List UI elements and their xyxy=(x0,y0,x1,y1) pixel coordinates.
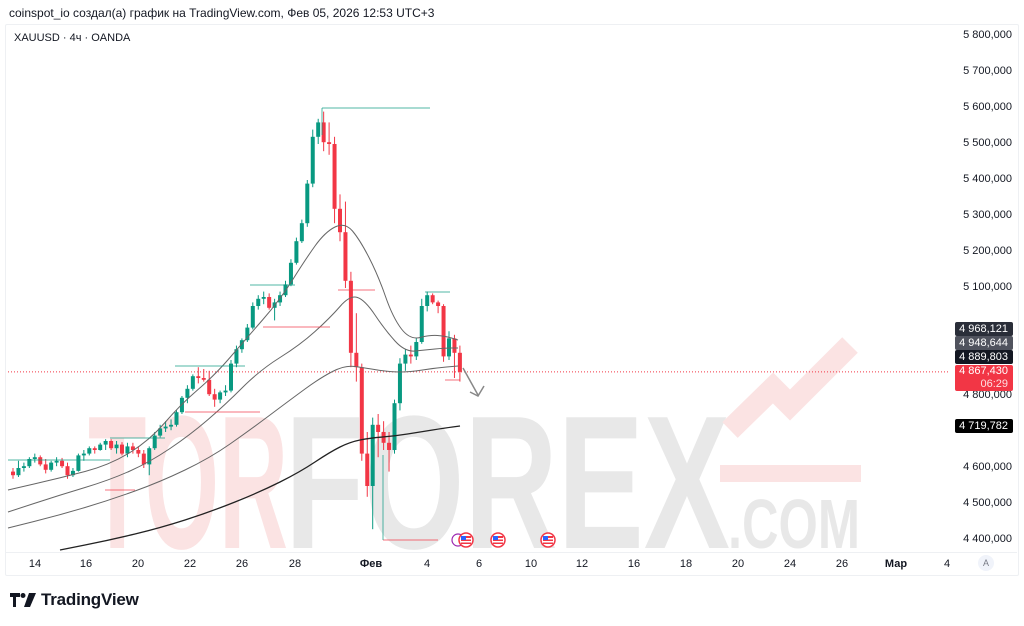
time-tick: 14 xyxy=(28,558,42,570)
price-tick: 4 800,000 xyxy=(963,389,1012,401)
time-tick: Мар xyxy=(884,558,908,570)
time-tick: 20 xyxy=(731,558,745,570)
svg-text:.COM: .COM xyxy=(728,485,860,563)
time-tick: 12 xyxy=(575,558,589,570)
projection-arrow[interactable] xyxy=(462,367,485,397)
price-tick: 4 600,000 xyxy=(963,461,1012,473)
time-tick: 18 xyxy=(679,558,693,570)
time-axis[interactable]: 14 16 20 22 26 28 Фев 4 6 10 12 16 18 20 24 26 Мар 4 xyxy=(5,552,1017,575)
time-tick: 20 xyxy=(131,558,145,570)
bar-countdown: 06:29 xyxy=(980,378,1008,390)
time-tick: 24 xyxy=(783,558,797,570)
time-tick: 22 xyxy=(183,558,197,570)
time-tick: 10 xyxy=(524,558,538,570)
tradingview-logo-icon xyxy=(10,593,36,607)
tradingview-logo[interactable]: TradingView xyxy=(10,590,139,610)
ma-slow xyxy=(7,365,459,529)
price-tick: 5 100,000 xyxy=(963,281,1012,293)
tradingview-brand: TradingView xyxy=(41,590,139,609)
time-tick: Фев xyxy=(359,558,383,570)
price-label-value: 4 889,803 xyxy=(959,351,1008,363)
svg-text:FOREX: FOREX xyxy=(285,377,730,589)
time-tick: 26 xyxy=(235,558,249,570)
price-tick: 5 500,000 xyxy=(963,137,1012,149)
economic-events[interactable] xyxy=(451,532,556,548)
time-tick: 16 xyxy=(627,558,641,570)
time-tick: 16 xyxy=(79,558,93,570)
time-tick: 6 xyxy=(475,558,483,570)
price-tick: 5 200,000 xyxy=(963,245,1012,257)
time-tick: 4 xyxy=(423,558,431,570)
ma-fast xyxy=(7,224,459,491)
price-label-value: 4 867,430 xyxy=(959,365,1008,377)
price-tick: 5 700,000 xyxy=(963,65,1012,77)
price-tick: 5 400,000 xyxy=(963,173,1012,185)
price-tick: 5 600,000 xyxy=(963,101,1012,113)
price-label-value: 4 948,644 xyxy=(959,337,1008,349)
indicator-price-label: 4 948,644 xyxy=(955,336,1013,350)
symbol-title: XAUUSD · 4ч · OANDA xyxy=(14,32,131,44)
last-price-label: 4 867,430 06:29 xyxy=(955,365,1013,391)
indicator-price-label: 4 889,803 xyxy=(955,350,1013,364)
time-tick: 28 xyxy=(288,558,302,570)
time-tick: 26 xyxy=(835,558,849,570)
price-tick: 5 800,000 xyxy=(963,29,1012,41)
chart-pane[interactable] xyxy=(5,24,1019,576)
auto-scale-button[interactable]: A xyxy=(978,555,994,571)
price-label-value: 4 719,782 xyxy=(959,420,1008,432)
chart-attribution: coinspot_io создал(а) график на TradingV… xyxy=(9,6,435,20)
time-tick: 4 xyxy=(943,558,951,570)
price-tick: 4 500,000 xyxy=(963,497,1012,509)
indicator-price-label: 4 968,121 xyxy=(955,322,1013,336)
price-tick: 5 300,000 xyxy=(963,209,1012,221)
ma-mid xyxy=(7,296,458,513)
price-tick: 4 400,000 xyxy=(963,533,1012,545)
price-label-value: 4 968,121 xyxy=(959,323,1008,335)
ma-long xyxy=(59,425,461,551)
price-scale[interactable]: 5 800,000 5 700,000 5 600,000 5 500,000 5 40… xyxy=(948,24,1018,552)
indicator-price-label: 4 719,782 xyxy=(955,419,1013,433)
